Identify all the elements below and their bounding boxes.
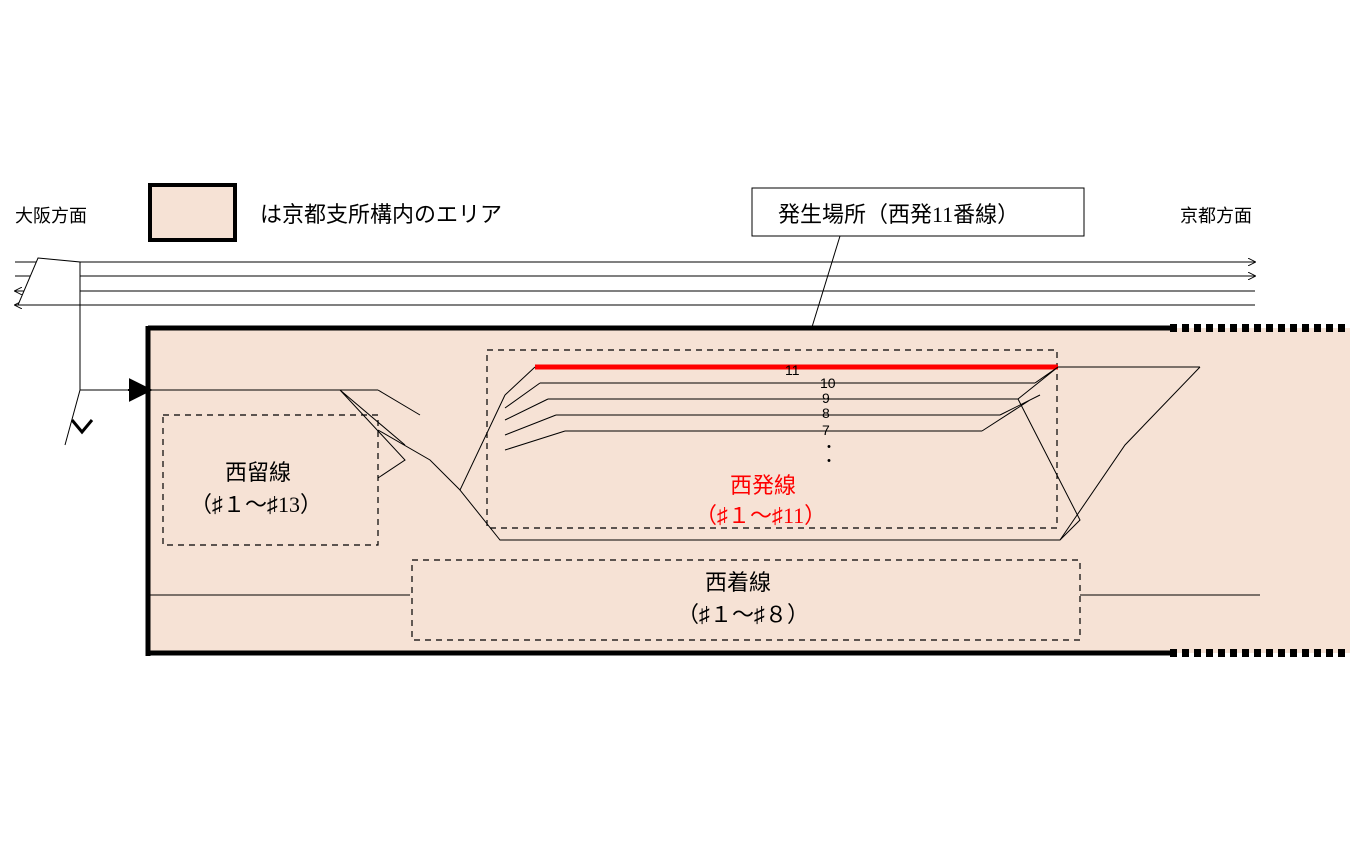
callout-leader-1 — [808, 236, 840, 340]
entry-chevron-2 — [72, 420, 92, 432]
nishitome-label-2: （♯１～♯13） — [190, 492, 322, 517]
kyoto-direction-label: 京都方面 — [1180, 206, 1252, 226]
nishihatsu-track-7-num: 7 — [822, 422, 830, 438]
nishihatsu-track-9-num: 9 — [822, 390, 830, 406]
left-turnout — [18, 258, 80, 305]
nishihatsu-track-10-num: 10 — [820, 375, 836, 391]
nishihatsu-label-1: 西発線 — [730, 473, 796, 498]
nishichaku-label-1: 西着線 — [705, 570, 771, 595]
legend-swatch — [150, 185, 235, 240]
nishihatsu-label-2: （♯１～♯11） — [695, 503, 826, 528]
nishichaku-label-2: （♯１～♯８） — [677, 602, 809, 627]
nishitome-label-1: 西留線 — [225, 460, 291, 485]
nishihatsu-track-8-num: 8 — [822, 405, 830, 421]
osaka-direction-label: 大阪方面 — [15, 206, 87, 226]
nishihatsu-dots-2: ・ — [822, 453, 836, 469]
nishihatsu-track-11-num: 11 — [785, 362, 800, 378]
legend-text: は京都支所構内のエリア — [260, 202, 502, 227]
callout-text: 発生場所（西発11番線） — [778, 202, 1019, 227]
